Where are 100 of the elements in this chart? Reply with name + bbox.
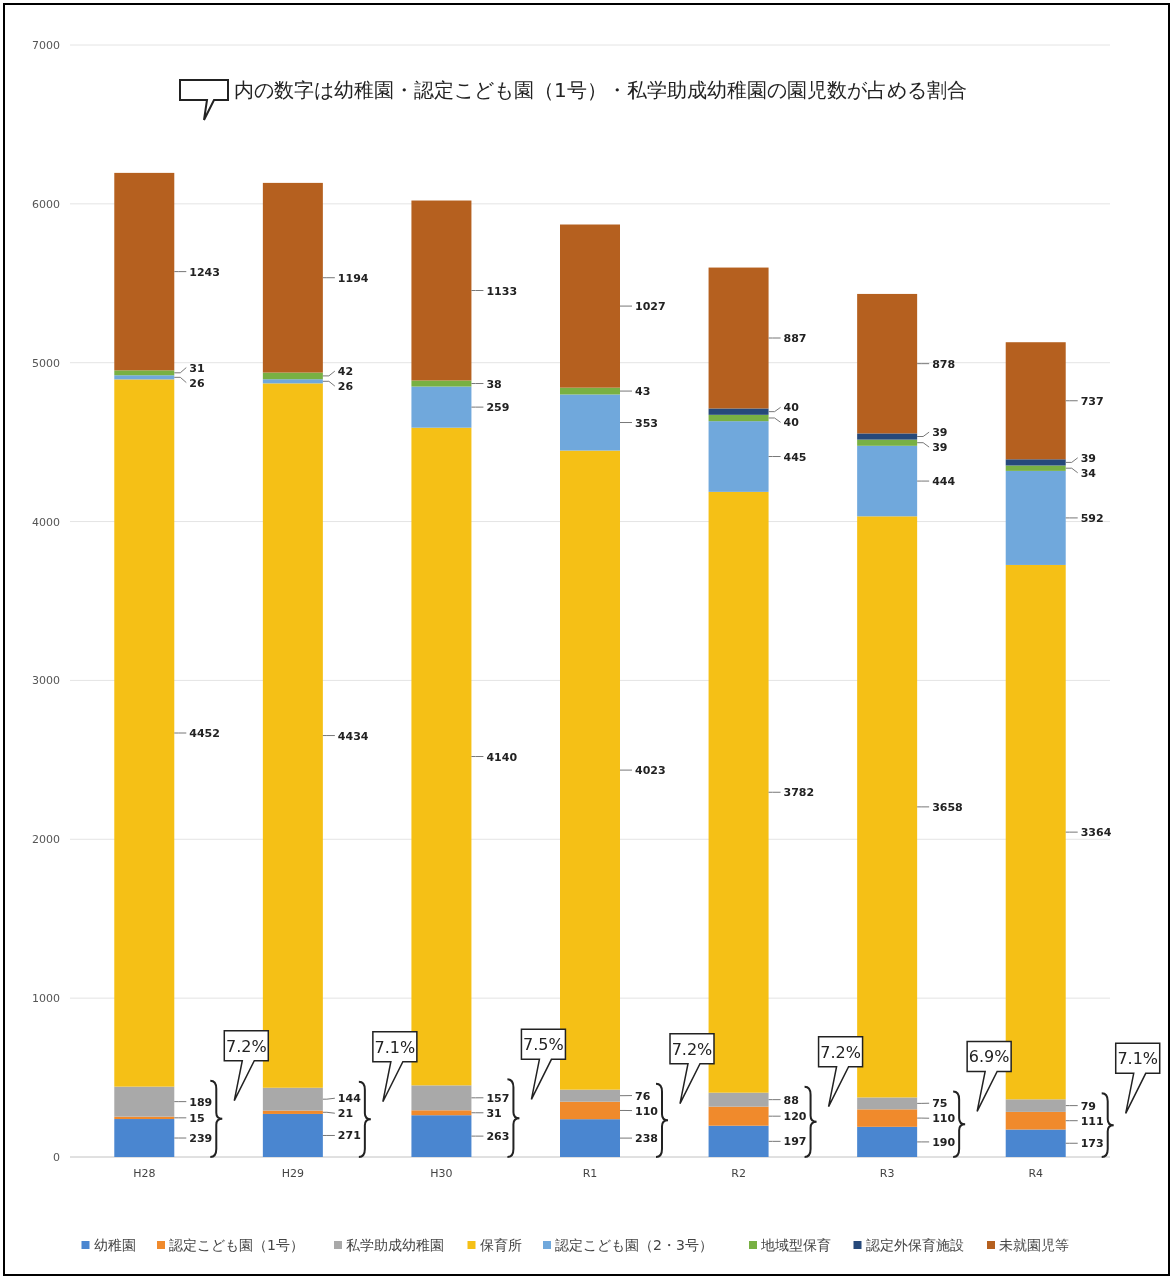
- annotation: 7.2%: [671, 1039, 713, 1059]
- annotation: 7.1%: [374, 1037, 416, 1057]
- data-label: 259: [486, 401, 510, 415]
- bar: [708, 267, 769, 409]
- bar: [857, 1126, 918, 1157]
- data-label: 110: [932, 1112, 956, 1126]
- data-label: 353: [635, 416, 658, 430]
- bar: [560, 1119, 620, 1157]
- data-label: 40: [783, 416, 800, 430]
- data-label: 887: [783, 332, 807, 346]
- data-label: 40: [783, 401, 800, 415]
- bar: [411, 380, 472, 387]
- y-tick-label: 2000: [32, 833, 60, 847]
- bar: [708, 1092, 769, 1107]
- data-label: 111: [1080, 1114, 1104, 1128]
- bar: [1005, 1129, 1066, 1157]
- y-tick-label: 4000: [32, 515, 60, 529]
- data-label: 4023: [635, 764, 666, 778]
- data-label: 197: [783, 1135, 807, 1149]
- data-label: 21: [337, 1107, 354, 1121]
- data-label: 39: [932, 426, 948, 440]
- bar: [114, 379, 175, 1087]
- bar: [262, 1110, 323, 1114]
- text: 7.1%: [1117, 1049, 1159, 1069]
- data-label: 4140: [486, 750, 518, 764]
- data-label: 39: [932, 441, 948, 455]
- data-label: 34: [1080, 466, 1097, 480]
- data-label: 238: [635, 1132, 658, 1146]
- legend-label: 認定こども園（1号）: [169, 1237, 304, 1253]
- bar: [560, 224, 620, 388]
- bar: [114, 375, 175, 380]
- x-tick-label: H30: [430, 1167, 453, 1180]
- legend-label: 認定外保育施設: [865, 1237, 964, 1253]
- bar: [411, 200, 472, 381]
- annotation: 7.2%: [820, 1042, 861, 1062]
- data-label: 88: [783, 1093, 799, 1107]
- annotation: 7.2%: [225, 1036, 267, 1056]
- data-label: 878: [932, 357, 956, 371]
- bar: [708, 1125, 769, 1157]
- annotation: 7.5%: [523, 1035, 564, 1055]
- bar: [1005, 459, 1066, 466]
- data-label: 1133: [486, 284, 518, 298]
- data-label: 76: [635, 1089, 651, 1103]
- x-tick-label: R3: [879, 1167, 895, 1180]
- data-label: 42: [337, 365, 354, 379]
- x-tick-label: R2: [731, 1167, 746, 1180]
- bar: [114, 370, 175, 376]
- data-label: 39: [1080, 451, 1097, 465]
- data-label: 445: [783, 450, 807, 464]
- bar: [262, 379, 323, 384]
- data-label: 1027: [635, 300, 666, 314]
- data-label: 190: [932, 1135, 956, 1149]
- bar: [857, 445, 918, 517]
- legend-label: 幼稚園: [93, 1237, 136, 1253]
- data-label: 1194: [337, 271, 369, 285]
- bar: [114, 1119, 175, 1157]
- bar: [262, 1113, 323, 1157]
- y-tick-label: 0: [53, 1151, 60, 1164]
- legend-label: 私学助成幼稚園: [346, 1237, 444, 1253]
- bar: [262, 372, 323, 380]
- x-tick-label: H29: [281, 1167, 304, 1180]
- bar: [411, 1110, 472, 1116]
- y-tick-label: 1000: [32, 992, 60, 1006]
- data-label: 26: [337, 380, 354, 394]
- bar: [1005, 465, 1066, 471]
- bar: [708, 414, 769, 422]
- data-label: 737: [1080, 394, 1104, 408]
- data-label: 79: [1080, 1099, 1097, 1113]
- data-label: 75: [932, 1097, 948, 1111]
- bar: [411, 1115, 472, 1157]
- bar: [1005, 470, 1066, 565]
- legend-label: 保育所: [479, 1237, 522, 1253]
- data-label: 26: [189, 376, 205, 390]
- data-label: 271: [337, 1129, 361, 1143]
- bar: [857, 439, 918, 446]
- x-tick-label: R4: [1028, 1167, 1044, 1180]
- bar: [1005, 342, 1066, 460]
- data-label: 31: [486, 1106, 502, 1120]
- y-tick-label: 3000: [32, 674, 60, 688]
- data-label: 3658: [932, 800, 963, 814]
- data-label: 144: [337, 1092, 362, 1106]
- data-label: 3364: [1080, 826, 1112, 840]
- bar: [560, 1089, 620, 1102]
- bar: [708, 421, 769, 492]
- x-tick-label: R1: [582, 1167, 598, 1180]
- legend-label: 認定こども園（2・3号）: [555, 1237, 713, 1253]
- data-label: 38: [486, 377, 502, 391]
- y-tick-label: 5000: [32, 356, 60, 370]
- x-tick-label: H28: [133, 1167, 156, 1180]
- data-label: 263: [486, 1130, 510, 1144]
- bar: [857, 293, 918, 434]
- data-label: 4434: [337, 729, 369, 743]
- data-label: 173: [1080, 1137, 1104, 1151]
- data-label: 239: [189, 1132, 213, 1146]
- data-label: 4452: [189, 727, 220, 741]
- data-label: 189: [189, 1095, 213, 1109]
- y-tick-label: 6000: [32, 197, 60, 211]
- annotation: 内の数字は幼稚園・認定こども園（1号）・私学助成幼稚園の園児数が占める割合: [234, 78, 967, 102]
- bar: [114, 172, 175, 371]
- bar: [708, 408, 769, 415]
